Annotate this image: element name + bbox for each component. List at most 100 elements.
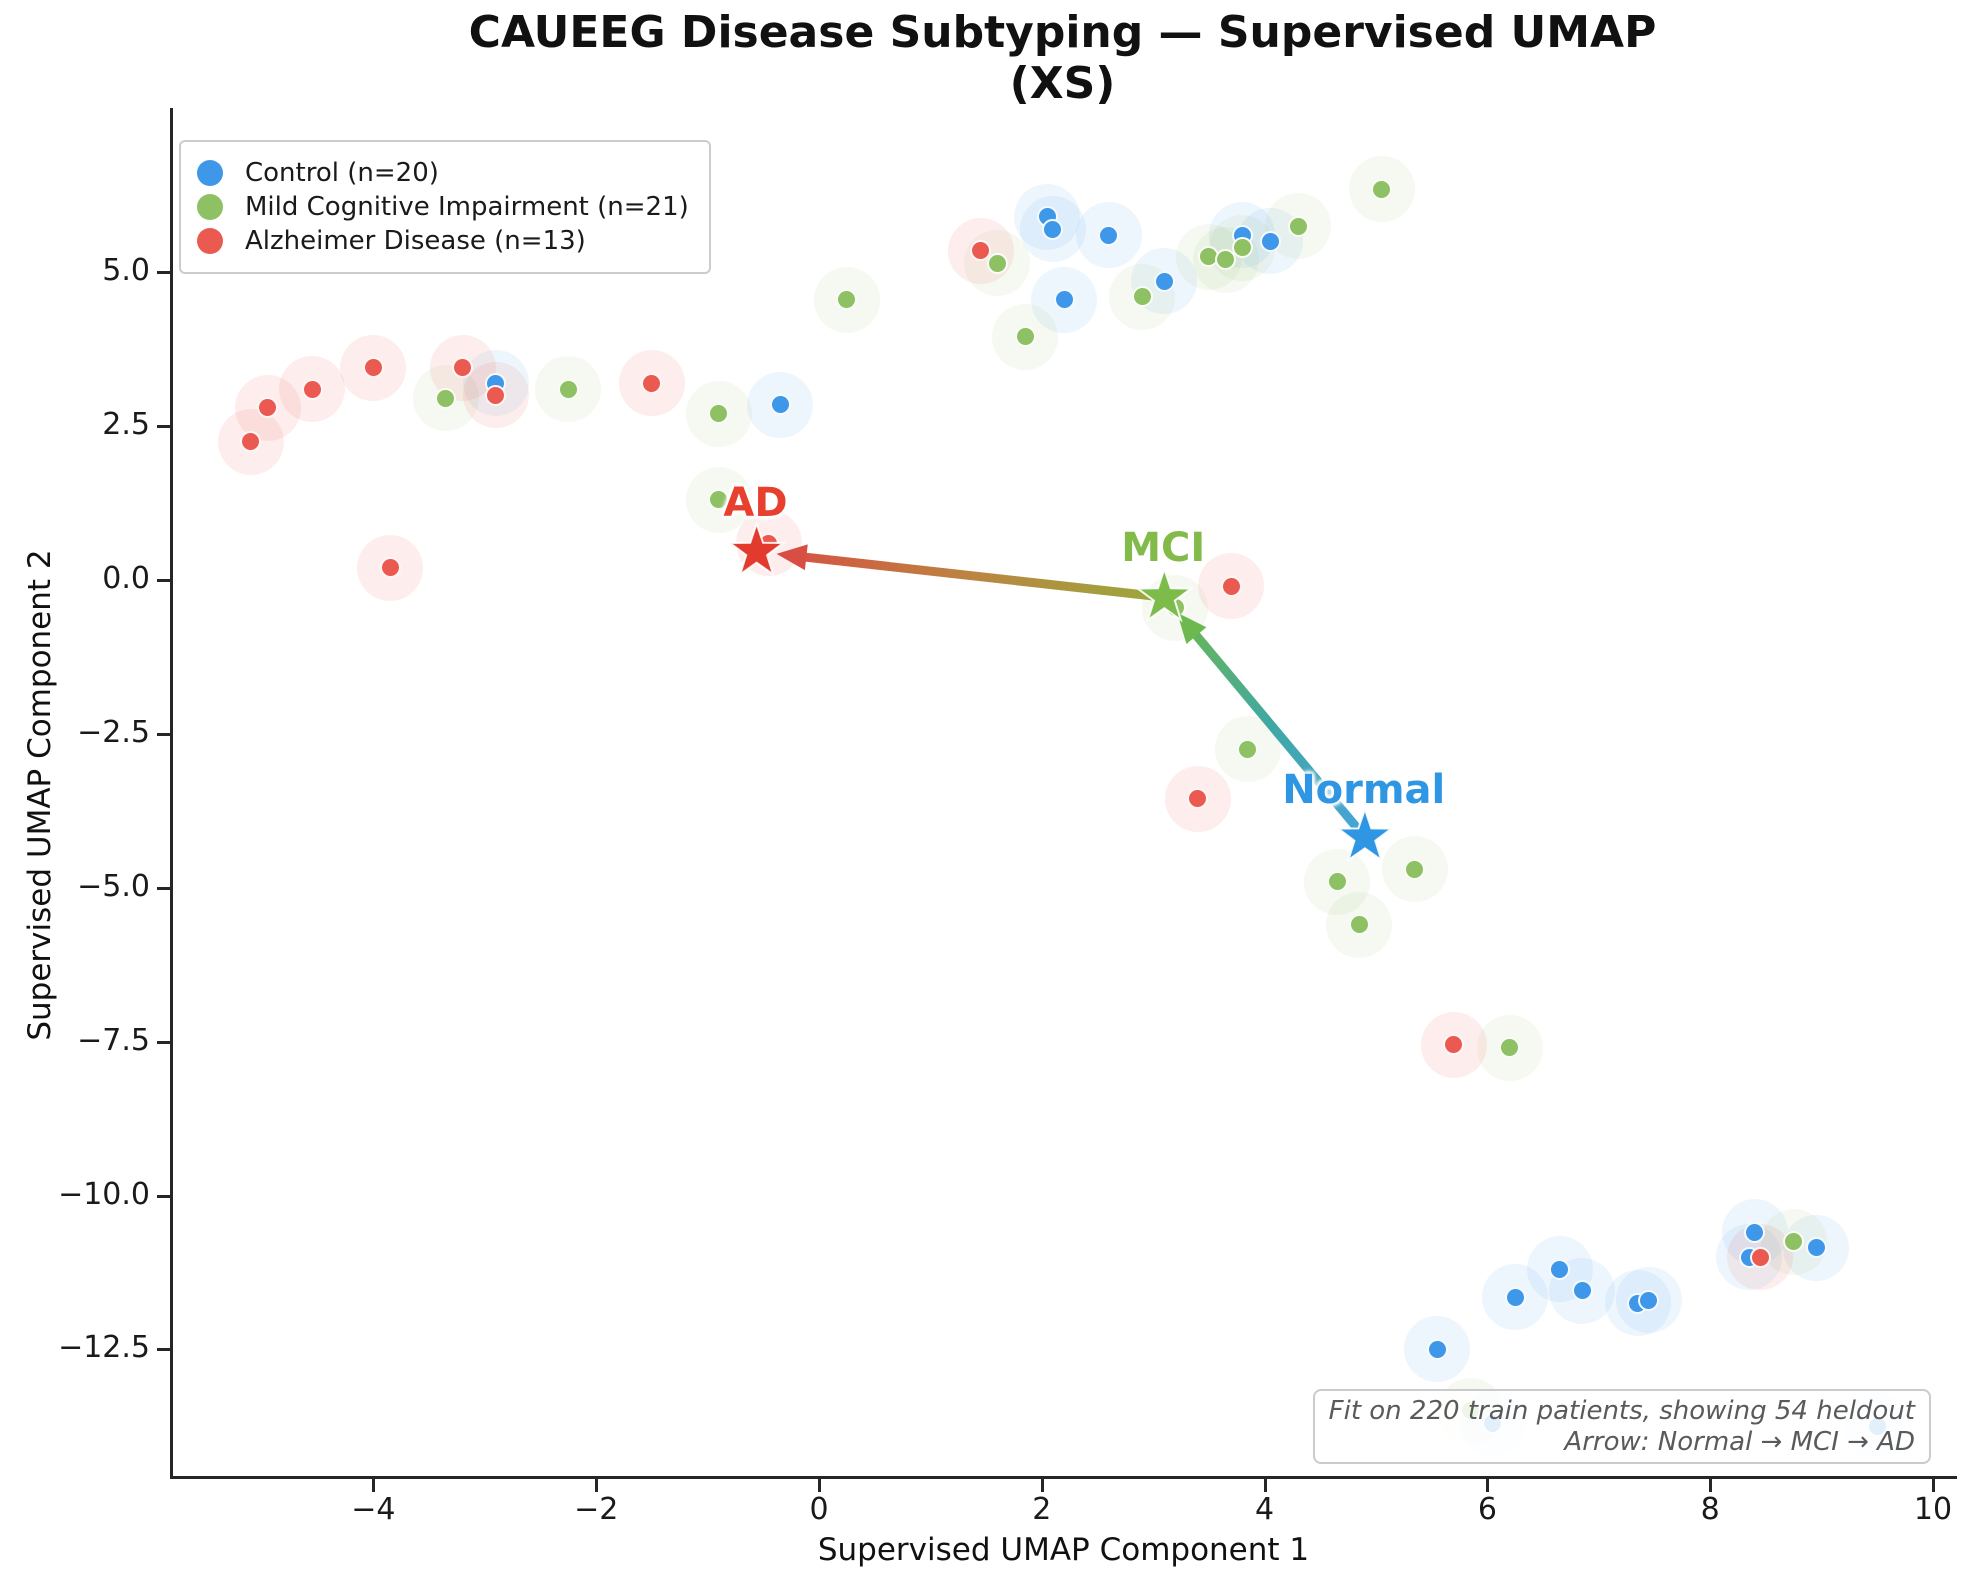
data-point: [1443, 1034, 1465, 1056]
chart-title-line1: CAUEEG Disease Subtyping — Supervised UM…: [468, 7, 1657, 58]
legend-marker-icon: [197, 228, 223, 254]
data-point: [1231, 237, 1253, 259]
arrow-head-mci: [1177, 612, 1207, 644]
x-tick-label: −2: [574, 1492, 619, 1527]
x-tick-mark: [1932, 1479, 1935, 1492]
legend-box: Control (n=20) Mild Cognitive Impairment …: [179, 140, 711, 274]
data-point: [708, 489, 730, 511]
data-point: [1153, 270, 1175, 292]
x-axis-label: Supervised UMAP Component 1: [817, 1532, 1310, 1568]
data-point: [1749, 1246, 1771, 1268]
data-point: [1783, 1231, 1805, 1253]
data-point: [1287, 215, 1309, 237]
centroid-label-normal: Normal: [1282, 766, 1446, 813]
data-point: [1259, 230, 1281, 252]
legend-marker-icon: [197, 160, 223, 186]
data-point: [1426, 1338, 1448, 1360]
legend-item-label: Alzheimer Disease (n=13): [245, 226, 586, 256]
y-axis-spine: [170, 108, 173, 1479]
y-tick-mark: [157, 271, 170, 275]
data-point: [1499, 1037, 1521, 1059]
data-point: [769, 394, 791, 416]
x-tick-label: −4: [351, 1492, 396, 1527]
legend-marker-icon: [197, 194, 223, 220]
data-point: [485, 384, 507, 406]
y-tick-label: −7.5: [77, 1022, 150, 1058]
x-tick-mark: [1486, 1479, 1490, 1492]
data-point: [836, 289, 858, 311]
x-tick-mark: [1263, 1479, 1267, 1492]
y-tick-label: 0.0: [102, 561, 150, 596]
data-point: [1220, 575, 1242, 597]
data-point: [641, 372, 663, 394]
data-point: [1187, 788, 1209, 809]
y-tick-label: −10.0: [58, 1176, 150, 1212]
data-point: [1504, 1286, 1526, 1308]
y-tick-mark: [157, 1040, 170, 1044]
data-point: [986, 252, 1008, 274]
data-point: [240, 431, 262, 452]
data-point: [1348, 914, 1370, 936]
x-axis-spine: [170, 1476, 1957, 1479]
x-tick-mark: [1040, 1479, 1044, 1492]
data-point: [1237, 738, 1259, 760]
data-point: [257, 397, 279, 419]
centroid-star-ad: [727, 520, 787, 577]
chart-title-line2: (XS): [1009, 57, 1116, 109]
arrow-line-normal-to-mci: [1190, 629, 1369, 841]
data-point: [301, 378, 323, 400]
y-tick-label: 5.0: [102, 253, 150, 289]
y-tick-mark: [157, 579, 170, 582]
y-tick-mark: [157, 1194, 170, 1198]
data-point: [1549, 1258, 1571, 1280]
data-point: [379, 557, 401, 579]
data-point: [1404, 858, 1426, 880]
data-point: [1371, 178, 1393, 200]
y-tick-mark: [157, 425, 170, 429]
data-point: [1042, 218, 1064, 240]
data-point: [362, 357, 384, 379]
chart-title: CAUEEG Disease Subtyping — Supervised UM…: [170, 7, 1955, 109]
arrow-head-ad: [776, 544, 808, 571]
x-tick-mark: [595, 1479, 599, 1492]
data-point: [1053, 289, 1075, 311]
y-tick-mark: [157, 886, 170, 890]
y-tick-label: −12.5: [58, 1330, 150, 1366]
legend-item: Control (n=20): [197, 158, 689, 188]
y-tick-mark: [157, 1348, 170, 1352]
x-tick-mark: [1709, 1479, 1713, 1492]
annotation-box: Fit on 220 train patients, showing 54 he…: [1312, 1389, 1931, 1465]
data-point: [1638, 1289, 1660, 1311]
data-point: [1805, 1237, 1827, 1259]
x-tick-label: 6: [1477, 1492, 1497, 1527]
annotation-line1: Fit on 220 train patients, showing 54 he…: [1328, 1396, 1915, 1426]
legend-item: Mild Cognitive Impairment (n=21): [197, 192, 689, 222]
data-point: [557, 378, 579, 400]
arrow-line-mci-to-ad: [801, 552, 1165, 602]
data-point: [1098, 224, 1120, 246]
x-tick-label: 2: [1032, 1492, 1052, 1527]
x-tick-label: 4: [1255, 1492, 1275, 1527]
x-tick-label: 8: [1700, 1492, 1720, 1527]
legend-item: Alzheimer Disease (n=13): [197, 226, 689, 256]
x-tick-label: 0: [809, 1492, 829, 1527]
x-tick-label: 10: [1913, 1492, 1953, 1527]
annotation-line2: Arrow: Normal → MCI → AD: [1564, 1426, 1915, 1457]
data-point: [708, 403, 730, 425]
y-tick-mark: [157, 732, 170, 736]
centroid-star-normal: [1335, 806, 1395, 863]
y-tick-label: −5.0: [77, 868, 150, 904]
data-point: [452, 357, 474, 379]
data-point: [1131, 286, 1153, 308]
x-tick-mark: [818, 1479, 821, 1492]
data-point: [1571, 1280, 1593, 1302]
legend-item-label: Control (n=20): [245, 158, 439, 188]
centroid-label-ad: AD: [723, 480, 788, 527]
y-tick-label: 2.5: [102, 407, 150, 443]
data-point: [1215, 249, 1237, 271]
data-point: [1326, 871, 1348, 893]
data-point: [970, 240, 992, 262]
